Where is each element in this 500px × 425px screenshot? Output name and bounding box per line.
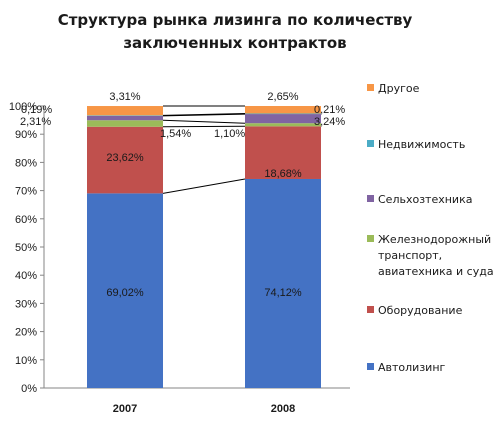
data-label: 69,02%: [106, 287, 144, 299]
legend-label: Другое: [378, 82, 420, 95]
series-line: [162, 113, 246, 117]
bar-segment: [245, 178, 321, 388]
legend-swatch: [367, 140, 374, 147]
x-tick-label: 2007: [113, 403, 137, 415]
y-tick-label: 50%: [15, 242, 37, 254]
legend-label: транспорт,: [378, 249, 442, 262]
legend-swatch: [367, 195, 374, 202]
chart-title-line-2: заключенных контрактов: [123, 34, 346, 52]
bar-segment: [87, 106, 163, 116]
bar-segment: [245, 123, 321, 127]
bar-segment: [245, 114, 321, 124]
series-line: [162, 112, 246, 116]
bar-segment: [87, 115, 163, 121]
data-label: 23,62%: [106, 152, 144, 164]
legend-label: Недвижимость: [378, 138, 465, 151]
y-tick-label: 80%: [15, 157, 37, 169]
data-label: 74,12%: [264, 287, 302, 299]
series-line: [162, 178, 246, 194]
bar-segment: [87, 120, 163, 127]
bar-segment: [87, 126, 163, 194]
bar-segment: [245, 113, 321, 115]
data-label: 1,10%: [214, 128, 245, 140]
data-label: 18,68%: [264, 168, 302, 180]
bar-segment: [245, 126, 321, 179]
y-tick-label: 90%: [15, 129, 37, 141]
data-label: 2,65%: [267, 91, 298, 103]
bar-segment: [245, 106, 321, 114]
data-label: 3,31%: [109, 91, 140, 103]
legend-swatch: [367, 306, 374, 313]
bar-segment: [87, 115, 163, 116]
legend: Другое Недвижимость Сельхозтехника Железнод…: [367, 82, 494, 374]
data-label: 0,21%: [314, 104, 345, 116]
legend-swatch: [367, 235, 374, 242]
plot-area: 0% 10% 20% 30% 40% 50% 60% 70% 80% 90% 100% 2007 200…: [9, 91, 350, 415]
y-tick-label: 30%: [15, 298, 37, 310]
y-tick-label: 70%: [15, 186, 37, 198]
legend-label: авиатехника и суда: [378, 265, 494, 278]
legend-swatch: [367, 84, 374, 91]
data-label: 0,19%: [21, 104, 52, 116]
y-tick-label: 60%: [15, 214, 37, 226]
legend-label: Железнодорожный: [378, 233, 491, 246]
y-tick-label: 20%: [15, 327, 37, 339]
data-label: 2,31%: [20, 116, 51, 128]
x-tick-label: 2008: [271, 403, 295, 415]
y-tick-label: 100%: [9, 101, 37, 113]
legend-label: Сельхозтехника: [378, 193, 472, 206]
data-label: 3,24%: [314, 116, 345, 128]
legend-label: Автолизинг: [378, 361, 446, 374]
legend-label: Оборудование: [378, 304, 463, 317]
bar-segment: [87, 193, 163, 388]
y-tick-label: 40%: [15, 270, 37, 282]
y-tick-label: 10%: [15, 355, 37, 367]
chart-title-line-1: Структура рынка лизинга по количеству: [58, 11, 413, 29]
y-tick-label: 0%: [21, 383, 37, 395]
legend-swatch: [367, 363, 374, 370]
data-label: 1,54%: [160, 128, 191, 140]
series-line: [162, 119, 246, 124]
